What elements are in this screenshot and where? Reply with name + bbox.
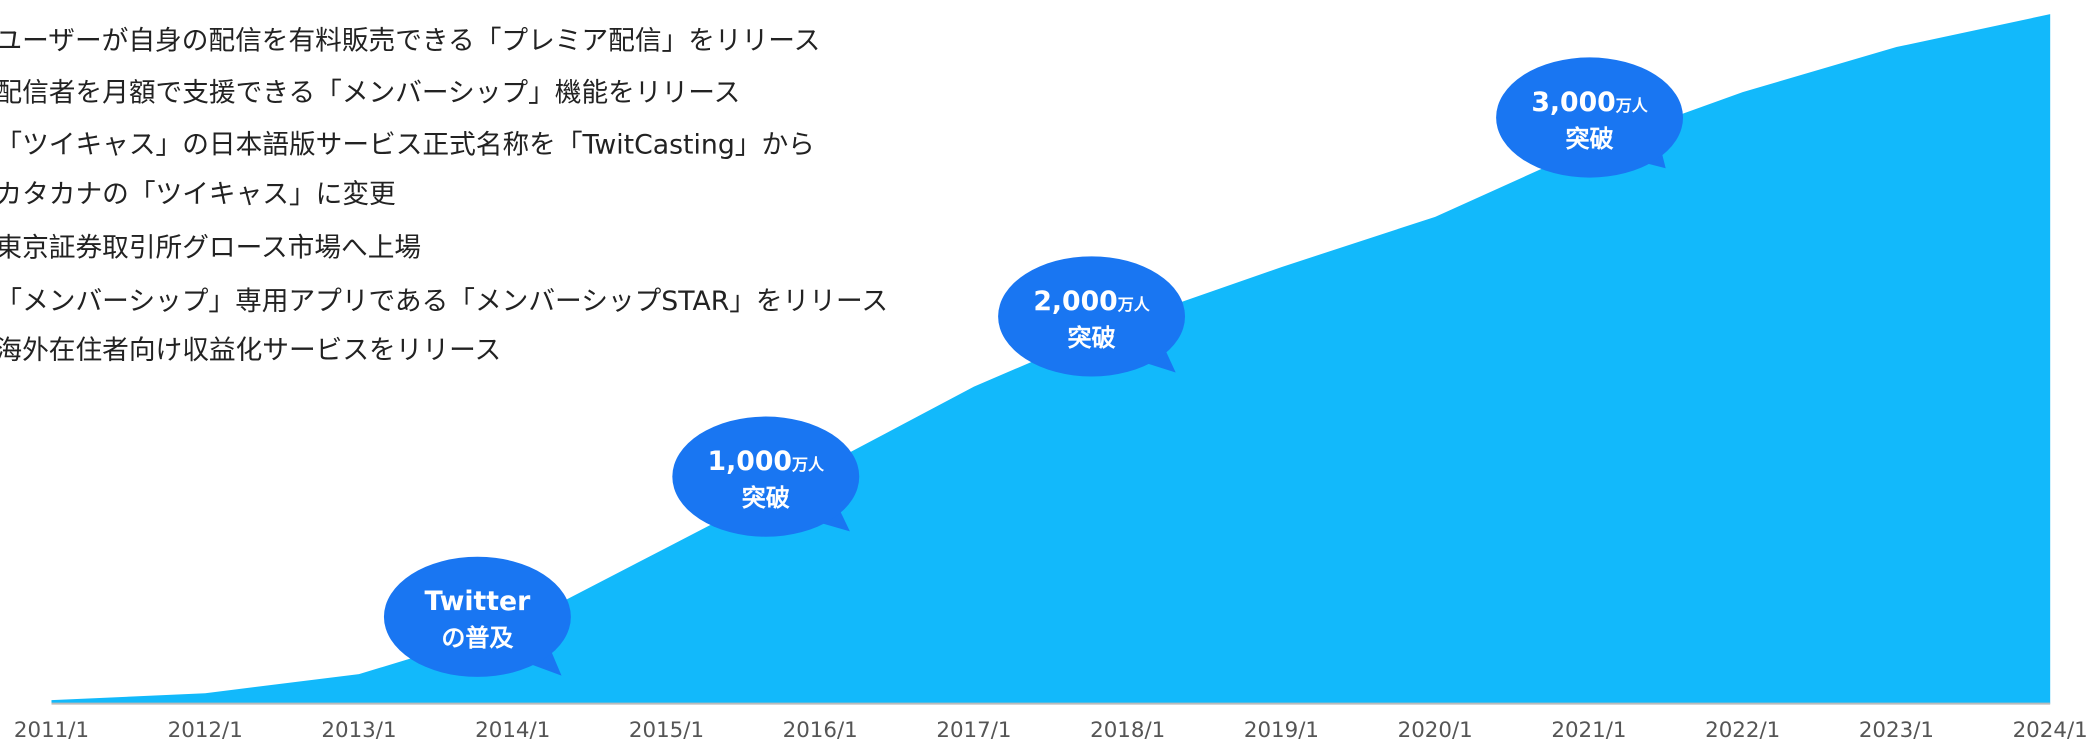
callout-bubble [1496,57,1684,178]
callout-unit: 万人 [791,455,825,474]
callout-number: 1,000 [708,446,792,477]
callout-text: 突破 [1068,324,1116,352]
callout-number: 3,000 [1531,87,1615,118]
x-tick-label: 2024/1 [2013,718,2088,741]
event-text: 配信者を月額で支援できる「メンバーシップ」機能をリリース [0,77,740,108]
x-tick-label: 2020/1 [1398,718,1473,741]
callout-text: 1,000万人 [708,446,825,477]
callout-bubble [672,416,860,537]
x-tick-label: 2022/1 [1705,718,1780,741]
x-tick-label: 2014/1 [475,718,550,741]
x-tick-label: 2021/1 [1551,718,1626,741]
callout-bubble [383,556,571,677]
callout-text: 突破 [742,484,790,512]
event-text: カタカナの「ツイキャス」に変更 [0,179,396,210]
event-text: 「メンバーシップ」専用アプリである「メンバーシップSTAR」をリリース [0,286,888,317]
event-text: 「ツイキャス」の日本語版サービス正式名称を「TwitCasting」から [0,130,815,161]
event-text: ユーザーが自身の配信を有料販売できる「プレミア配信」をリリース [0,25,820,56]
callout-text: 3,000万人 [1531,87,1648,118]
x-tick-label: 2011/1 [14,718,89,741]
x-tick-label: 2017/1 [936,718,1011,741]
callout-number: 2,000 [1033,286,1117,317]
x-tick-label: 2012/1 [168,718,243,741]
event-text: 東京証券取引所グロース市場へ上場 [0,232,421,263]
x-tick-label: 2018/1 [1090,718,1165,741]
event-text: 海外在住者向け収益化サービスをリリース [0,335,501,366]
callout-text: Twitter [424,586,531,617]
callout-unit: 万人 [1117,295,1151,314]
x-tick-label: 2015/1 [629,718,704,741]
callout-text: 2,000万人 [1033,286,1150,317]
callout-bubble [998,256,1186,377]
x-tick-label: 2013/1 [321,718,396,741]
x-tick-label: 2019/1 [1244,718,1319,741]
callout-text: の普及 [441,624,513,652]
x-tick-label: 2023/1 [1859,718,1934,741]
callout: Twitter の普及 [383,556,571,677]
callout-unit: 万人 [1615,96,1649,115]
x-tick-label: 2016/1 [783,718,858,741]
callout-text: 突破 [1566,125,1614,153]
